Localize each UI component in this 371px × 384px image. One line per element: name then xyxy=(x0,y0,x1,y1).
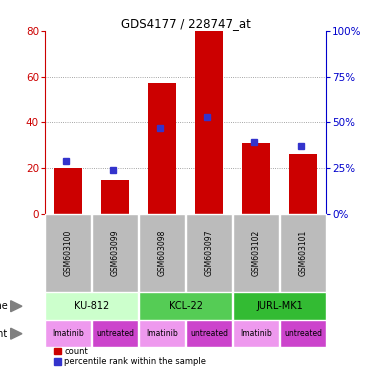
Bar xyxy=(46,293,138,320)
Bar xyxy=(139,214,184,293)
Bar xyxy=(242,143,270,214)
Bar xyxy=(187,214,232,293)
Bar xyxy=(187,320,232,348)
Bar xyxy=(92,320,138,348)
Bar xyxy=(289,154,317,214)
Bar xyxy=(139,293,232,320)
Text: Imatinib: Imatinib xyxy=(146,329,178,338)
Text: GSM603098: GSM603098 xyxy=(158,230,167,276)
Bar xyxy=(139,320,184,348)
Text: GSM603101: GSM603101 xyxy=(299,230,308,276)
Bar xyxy=(46,320,91,348)
Bar xyxy=(101,180,129,214)
Text: agent: agent xyxy=(0,329,8,339)
Text: untreated: untreated xyxy=(96,329,134,338)
Text: Imatinib: Imatinib xyxy=(52,329,84,338)
Bar xyxy=(148,83,176,214)
Text: GSM603100: GSM603100 xyxy=(63,230,72,276)
Text: KU-812: KU-812 xyxy=(74,301,109,311)
Legend: count, percentile rank within the sample: count, percentile rank within the sample xyxy=(54,347,206,366)
Polygon shape xyxy=(11,328,22,339)
Bar xyxy=(233,320,279,348)
Text: GSM603099: GSM603099 xyxy=(111,230,119,276)
Bar xyxy=(233,293,325,320)
Bar xyxy=(195,31,223,214)
Bar xyxy=(233,214,279,293)
Bar xyxy=(46,214,91,293)
Text: KCL-22: KCL-22 xyxy=(168,301,203,311)
Bar xyxy=(92,214,138,293)
Text: GSM603097: GSM603097 xyxy=(204,230,213,276)
Text: untreated: untreated xyxy=(190,329,228,338)
Polygon shape xyxy=(11,301,22,312)
Title: GDS4177 / 228747_at: GDS4177 / 228747_at xyxy=(121,17,250,30)
Bar xyxy=(280,214,325,293)
Text: JURL-MK1: JURL-MK1 xyxy=(256,301,303,311)
Bar xyxy=(280,320,325,348)
Text: GSM603102: GSM603102 xyxy=(252,230,260,276)
Text: cell line: cell line xyxy=(0,301,8,311)
Text: Imatinib: Imatinib xyxy=(240,329,272,338)
Text: untreated: untreated xyxy=(284,329,322,338)
Bar xyxy=(54,168,82,214)
